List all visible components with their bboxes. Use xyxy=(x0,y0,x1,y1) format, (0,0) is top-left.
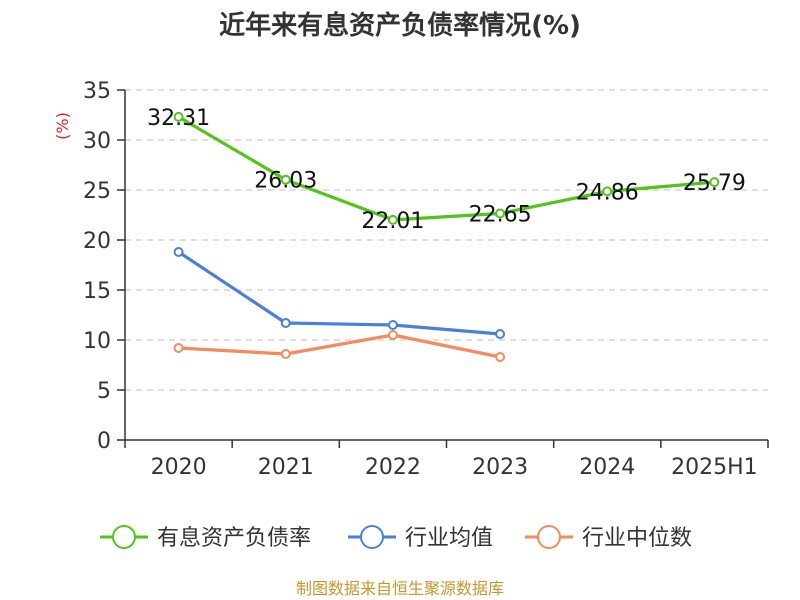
source-note: 制图数据来自恒生聚源数据库 xyxy=(296,579,504,598)
x-tick-label: 2023 xyxy=(472,455,528,480)
series-line-2 xyxy=(178,333,501,359)
legend-item-1[interactable]: 行业均值 xyxy=(348,525,493,551)
data-labels: 32.31 26.03 22.01 22.65 24.86 25.79 xyxy=(147,106,746,234)
x-tick-label: 2020 xyxy=(151,455,207,480)
data-point xyxy=(280,174,291,185)
data-label: 22.65 xyxy=(469,203,532,228)
data-point xyxy=(495,208,506,219)
y-tick-label: 20 xyxy=(83,229,111,254)
data-point xyxy=(173,111,184,122)
data-point xyxy=(495,329,506,339)
chart-title: 近年来有息资产负债率情况(%) xyxy=(219,10,581,41)
y-tick-label: 35 xyxy=(83,79,111,104)
legend-marker xyxy=(537,525,561,549)
data-label: 26.03 xyxy=(254,169,317,194)
x-tick-label: 2022 xyxy=(365,455,421,480)
data-point xyxy=(280,318,291,328)
data-label: 22.01 xyxy=(361,209,424,234)
data-point xyxy=(173,343,184,353)
legend[interactable]: 有息资产负债率 行业均值 行业中位数 xyxy=(100,525,692,551)
data-label: 25.79 xyxy=(683,171,746,196)
legend-label: 行业均值 xyxy=(405,526,493,551)
data-point xyxy=(387,330,398,340)
data-point xyxy=(387,214,398,225)
series-line-1 xyxy=(177,250,501,336)
legend-item-0[interactable]: 有息资产负债率 xyxy=(100,525,311,551)
legend-label: 行业中位数 xyxy=(582,526,692,551)
axes: 0 5 10 15 20 25 30 35 2020 2021 2022 2023 2024 2025H1 xyxy=(83,79,769,480)
y-tick-label: 0 xyxy=(97,429,111,454)
data-point xyxy=(602,186,613,197)
data-label: 32.31 xyxy=(147,106,210,131)
legend-label: 有息资产负债率 xyxy=(157,526,311,551)
series-line-0 xyxy=(177,115,715,222)
data-label: 24.86 xyxy=(576,180,639,205)
data-point xyxy=(173,247,184,257)
data-point xyxy=(387,320,398,330)
grid-lines xyxy=(125,89,768,391)
y-tick-label: 5 xyxy=(97,379,111,404)
y-axis-label: (%) xyxy=(53,112,72,140)
legend-marker xyxy=(112,525,136,549)
legend-item-2[interactable]: 行业中位数 xyxy=(525,525,692,551)
y-tick-label: 25 xyxy=(83,179,111,204)
series-lines xyxy=(173,111,720,362)
x-tick-label: 2025H1 xyxy=(671,455,758,480)
x-tick-label: 2024 xyxy=(579,455,635,480)
y-tick-label: 15 xyxy=(83,279,111,304)
y-tick-label: 30 xyxy=(83,129,111,154)
data-point xyxy=(709,177,720,188)
x-tick-label: 2021 xyxy=(258,455,314,480)
data-point xyxy=(495,352,506,362)
legend-marker xyxy=(360,525,384,549)
data-point xyxy=(280,349,291,359)
y-tick-label: 10 xyxy=(83,329,111,354)
